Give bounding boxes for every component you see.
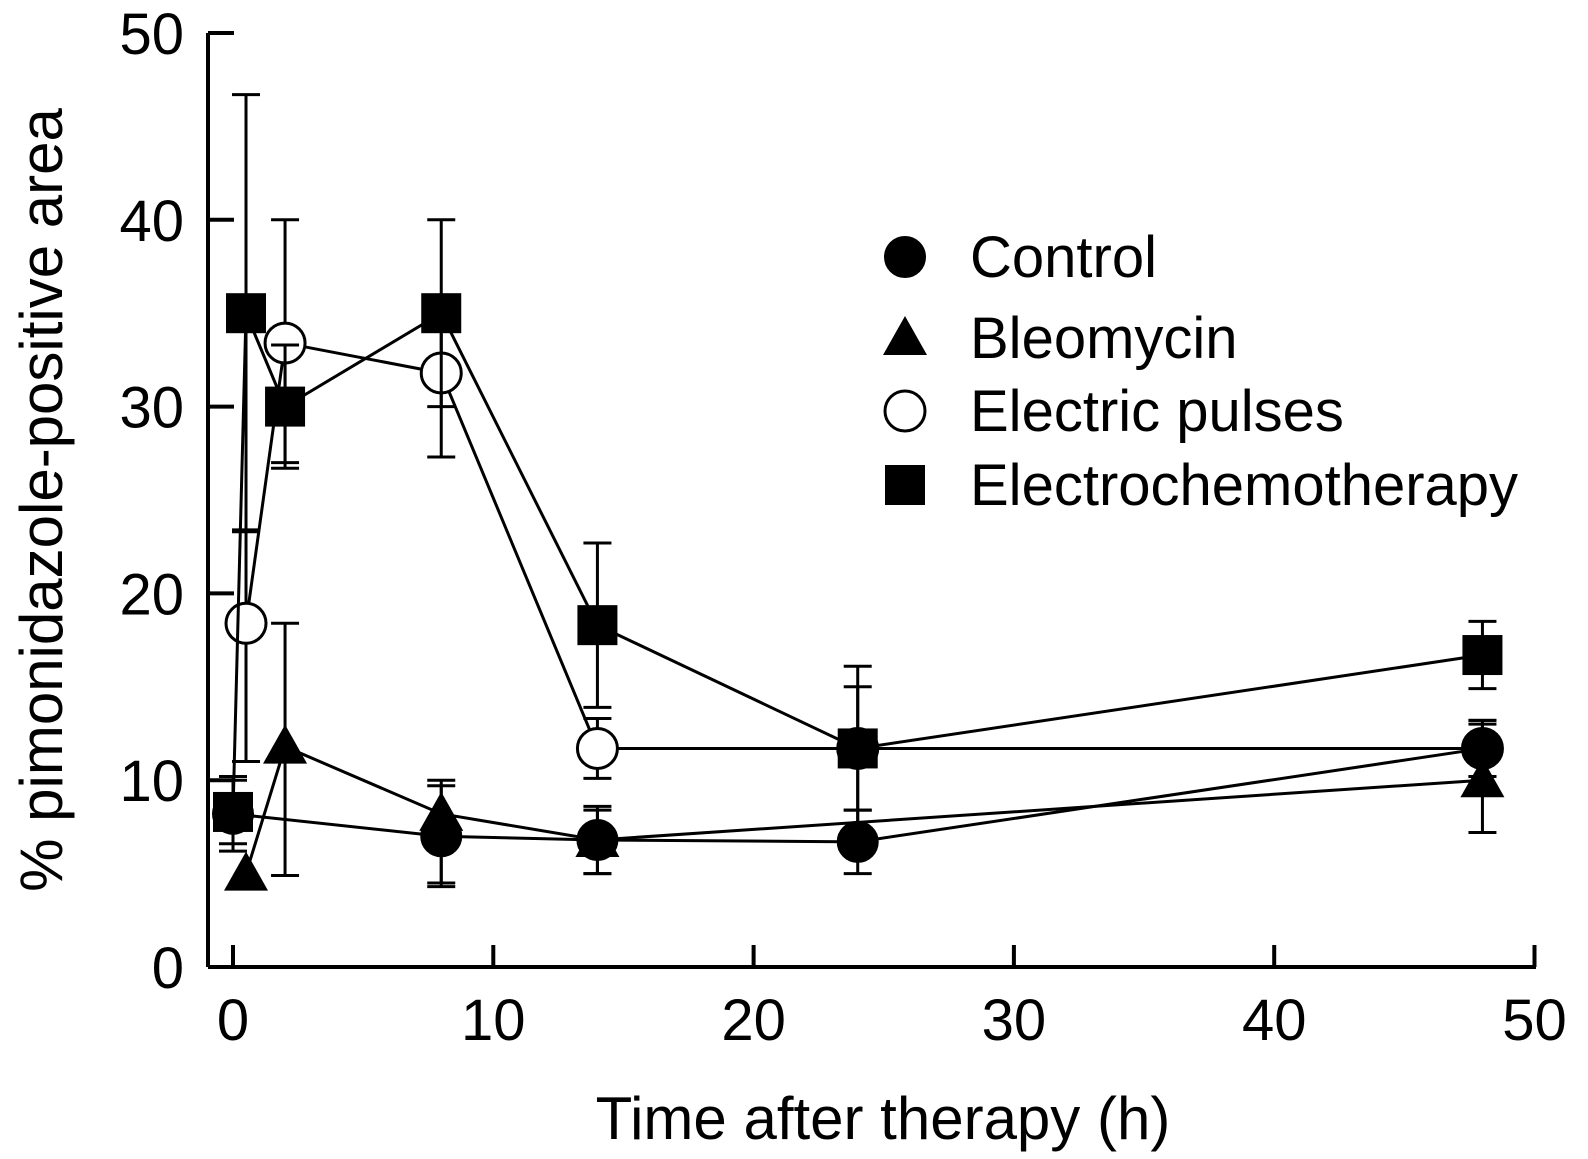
legend-marker-electrochemotherapy [885,465,925,505]
x-tick-label: 10 [461,988,526,1053]
x-tick-label: 30 [982,988,1047,1053]
legend-label-electric-pulses: Electric pulses [970,379,1344,444]
y-tick-label: 30 [119,376,184,441]
legend-label-control: Control [970,225,1157,290]
legend: Control Bleomycin Electric pulses Electroch… [883,225,1518,518]
legend-label-bleomycin: Bleomycin [970,306,1238,371]
x-tick-label: 0 [217,988,249,1053]
electrochemotherapy-point [1462,635,1503,676]
electric-pulses-point [575,726,619,770]
bleomycin-point [263,724,308,764]
series-bleomycin [224,621,1505,891]
y-axis-title: % pimonidazole-positive area [8,107,75,891]
legend-item-electric-pulses: Electric pulses [883,379,1344,444]
legend-item-control: Control [884,225,1157,290]
x-tick-label: 20 [721,988,786,1053]
legend-item-bleomycin: Bleomycin [883,306,1238,371]
control-point [212,792,254,835]
y-tick-label: 40 [119,189,184,254]
y-tick-label: 50 [119,2,184,67]
electrochemotherapy-point [577,605,618,646]
series-layer [212,93,1505,891]
legend-marker-bleomycin [883,316,927,355]
y-tick-label: 0 [152,936,184,1001]
bleomycin-point [419,791,464,831]
y-tick-label: 20 [119,562,184,627]
bleomycin-point [575,817,620,857]
electrochemotherapy-point [226,293,267,334]
bleomycin-point [224,851,269,891]
x-tick-label: 40 [1242,988,1307,1053]
legend-item-electrochemotherapy: Electrochemotherapy [885,453,1518,518]
electrochemotherapy-point [265,386,306,427]
x-ticks: 0 10 20 30 40 50 [217,945,1567,1053]
electrochemotherapy-point [421,293,462,334]
plot-area: 0 10 20 30 40 50 0 10 20 30 40 50 [119,2,1566,1053]
electric-pulses-point [224,601,268,645]
y-tick-label: 10 [119,749,184,814]
electrochemotherapy-point [837,728,878,769]
x-axis-title: Time after therapy (h) [596,1085,1171,1152]
bleomycin-point [1460,758,1505,798]
legend-label-electrochemotherapy: Electrochemotherapy [970,453,1518,518]
legend-marker-control [884,236,926,278]
control-point [836,820,879,863]
legend-marker-electric-pulses [883,389,927,433]
y-ticks: 0 10 20 30 40 50 [119,2,234,1001]
x-tick-label: 50 [1502,988,1567,1053]
